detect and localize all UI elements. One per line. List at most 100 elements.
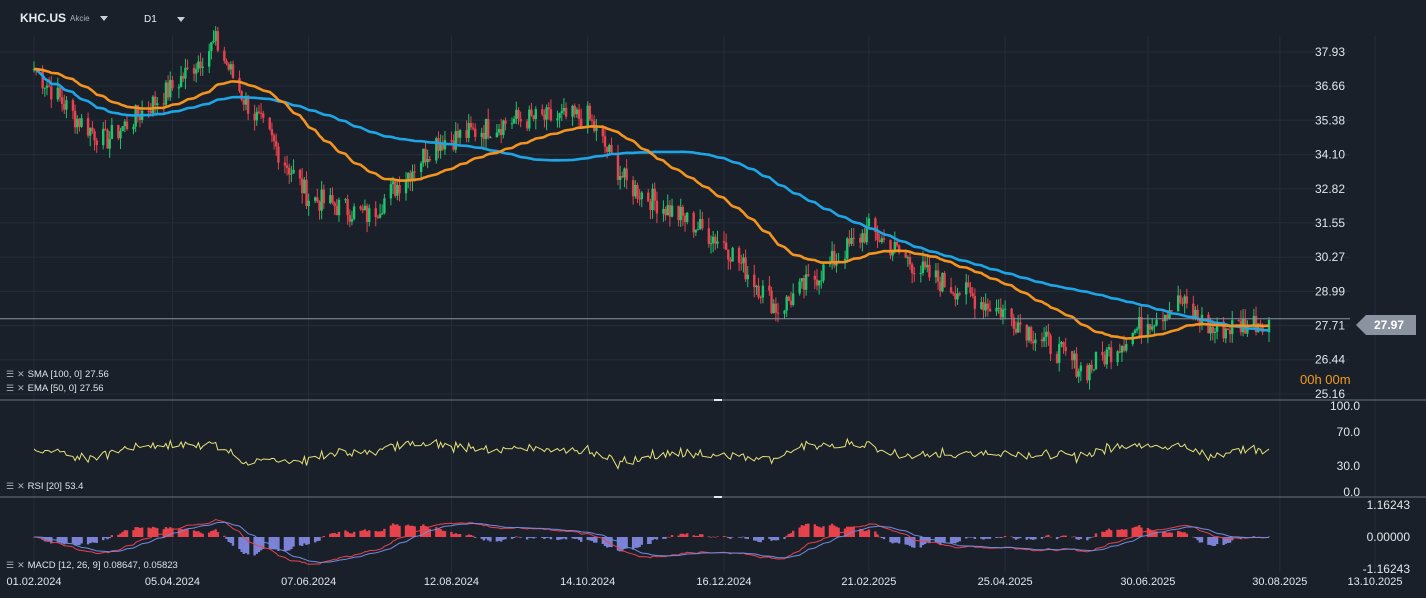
- candle-body: [623, 168, 626, 178]
- macd-bar: [182, 529, 185, 537]
- candle-body: [694, 229, 698, 233]
- macd-bar: [1207, 537, 1210, 545]
- chevron-down-icon[interactable]: [99, 15, 108, 21]
- candle-body: [102, 128, 105, 146]
- macd-bar: [541, 537, 544, 538]
- candle-body: [1185, 296, 1189, 304]
- candle-body: [681, 206, 685, 216]
- macd-bar: [76, 537, 79, 545]
- price-tick-label: 35.38: [1315, 113, 1345, 127]
- candle-body: [197, 61, 200, 70]
- macd-bar: [275, 537, 278, 550]
- settings-icon[interactable]: ☰: [6, 383, 15, 393]
- macd-bar: [1118, 529, 1121, 537]
- macd-bar: [573, 537, 576, 539]
- candle-body: [117, 125, 120, 139]
- settings-icon[interactable]: ☰: [6, 560, 15, 570]
- macd-bar: [465, 535, 468, 537]
- symbol-name: KHC.US: [20, 11, 67, 25]
- macd-bar: [1103, 531, 1106, 537]
- price-tick-label: 28.99: [1315, 284, 1345, 298]
- macd-bar: [318, 537, 321, 541]
- macd-bar: [1222, 537, 1225, 546]
- candle-body: [1194, 309, 1197, 318]
- macd-bar: [634, 537, 637, 548]
- close-icon[interactable]: ✕: [17, 383, 25, 393]
- macd-bar: [517, 536, 520, 538]
- timeframe-selector[interactable]: D1: [144, 14, 185, 25]
- candle-body: [502, 120, 505, 135]
- candle-body: [368, 208, 371, 223]
- macd-bar: [80, 537, 83, 544]
- macd-bar: [106, 537, 109, 540]
- macd-bar: [653, 537, 656, 539]
- close-icon[interactable]: ✕: [17, 369, 25, 379]
- candle-body: [517, 109, 520, 119]
- macd-bar: [177, 529, 181, 537]
- macd-bar: [701, 534, 704, 537]
- macd-bar: [791, 530, 795, 537]
- macd-bar: [60, 537, 64, 544]
- macd-bar: [487, 537, 490, 541]
- macd-bar: [58, 537, 62, 543]
- close-icon[interactable]: ✕: [17, 481, 25, 491]
- close-icon[interactable]: ✕: [17, 560, 25, 570]
- candle-body: [746, 274, 749, 280]
- settings-icon[interactable]: ☰: [6, 369, 15, 379]
- price-tick-label: 34.10: [1315, 148, 1345, 162]
- macd-bar: [95, 537, 98, 543]
- candle-body: [971, 293, 974, 296]
- macd-bar: [56, 537, 59, 543]
- candle-body: [928, 264, 931, 278]
- candle-body: [365, 205, 369, 223]
- candle-body: [413, 171, 416, 173]
- macd-bar: [681, 533, 685, 537]
- macd-line: [33, 518, 1270, 565]
- candle-body: [1027, 327, 1031, 341]
- panel-resize-handle[interactable]: [714, 496, 722, 498]
- candle-body: [753, 274, 756, 288]
- macd-bar: [374, 530, 377, 537]
- macd-bar: [153, 527, 157, 537]
- candle-body: [666, 205, 669, 216]
- rsi-tick-label: 100.0: [1330, 399, 1360, 413]
- macd-bar: [647, 537, 650, 544]
- candle-body: [822, 264, 825, 281]
- macd-bar: [893, 537, 897, 543]
- candle-body: [305, 179, 308, 207]
- candle-body: [926, 264, 929, 268]
- candle-body: [1224, 328, 1227, 339]
- macd-bar: [595, 537, 598, 543]
- panel-resize-handle[interactable]: [714, 399, 722, 401]
- candle-body: [776, 312, 780, 314]
- candle-body: [707, 228, 711, 244]
- macd-bar: [1196, 537, 1199, 541]
- chevron-down-icon[interactable]: [176, 17, 185, 22]
- macd-bar: [664, 537, 667, 539]
- candle-body: [136, 105, 140, 117]
- candle-body: [625, 168, 628, 181]
- candle-body: [1118, 351, 1121, 353]
- candle-body: [817, 280, 821, 286]
- macd-bar: [104, 537, 107, 539]
- settings-icon[interactable]: ☰: [6, 481, 15, 491]
- symbol-selector[interactable]: KHC.US Akcie: [20, 11, 108, 25]
- macd-bar: [454, 533, 457, 537]
- legend-rsi: ☰ ✕ RSI [20] 53.4: [6, 481, 83, 492]
- macd-bar: [272, 537, 276, 550]
- macd-bar: [707, 536, 711, 537]
- candle-body: [331, 195, 334, 203]
- macd-bar: [1224, 537, 1227, 544]
- candle-body: [714, 236, 717, 244]
- macd-bar: [1029, 537, 1033, 540]
- candle-body: [958, 293, 961, 295]
- macd-bar: [668, 536, 672, 538]
- macd-bar: [210, 531, 213, 537]
- candle-body: [833, 250, 836, 266]
- candle-body: [179, 76, 183, 88]
- candle-body: [123, 121, 127, 127]
- macd-bar: [727, 537, 730, 539]
- candle-body: [863, 233, 866, 243]
- macd-bar: [102, 537, 105, 541]
